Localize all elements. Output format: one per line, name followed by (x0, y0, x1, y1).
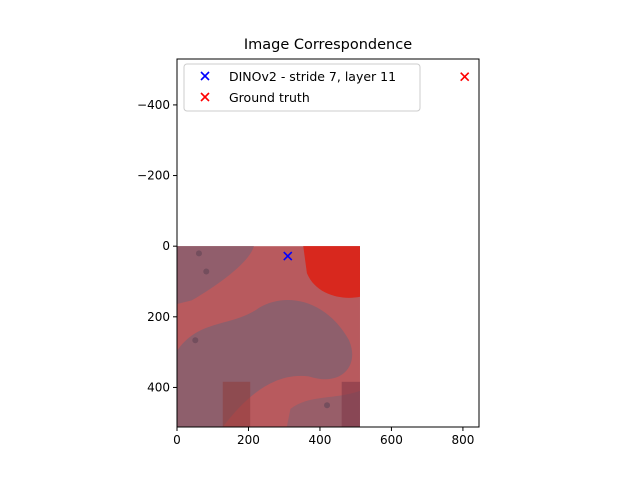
legend-label: Ground truth (229, 90, 310, 105)
y-tick-label: 400 (147, 380, 170, 394)
image-block-right (341, 381, 360, 427)
image-spot (324, 402, 331, 409)
x-tick-label: 400 (309, 433, 332, 447)
legend-marker (200, 71, 210, 81)
y-tick-label: −400 (137, 98, 170, 112)
legend-box (183, 63, 421, 112)
data-point (283, 251, 293, 261)
image-spot (195, 250, 202, 257)
y-tick-label: 0 (162, 239, 170, 253)
scatter-markers (283, 72, 470, 261)
legend-label: DINOv2 - stride 7, layer 11 (229, 69, 396, 84)
data-point (460, 72, 470, 82)
y-axis: −400 −200 0 200 400 (137, 98, 177, 394)
x-tick-label: 800 (451, 433, 474, 447)
marker-stroke (283, 251, 293, 261)
image-spot (203, 268, 210, 275)
x-axis: 0 200 400 600 800 (173, 427, 474, 447)
x-tick-label: 0 (173, 433, 181, 447)
marker-stroke (200, 92, 210, 102)
y-tick-label: −200 (137, 169, 170, 183)
x-tick-label: 600 (380, 433, 403, 447)
plot-area-frame (176, 58, 480, 428)
marker-stroke (200, 71, 210, 81)
correspondence-image (177, 246, 360, 427)
image-region-top (177, 246, 254, 305)
image-block-left (222, 381, 251, 427)
marker-stroke (460, 72, 470, 82)
chart-title: Image Correspondence (244, 37, 412, 53)
y-tick-label: 200 (147, 310, 170, 324)
legend-marker (200, 92, 210, 102)
image-region-bottom (286, 390, 360, 427)
image-highlight (303, 246, 360, 298)
x-tick-label: 200 (237, 433, 260, 447)
image-region-dark (177, 299, 353, 427)
legend: DINOv2 - stride 7, layer 11 Ground truth (183, 63, 421, 112)
image-spot (192, 337, 199, 344)
